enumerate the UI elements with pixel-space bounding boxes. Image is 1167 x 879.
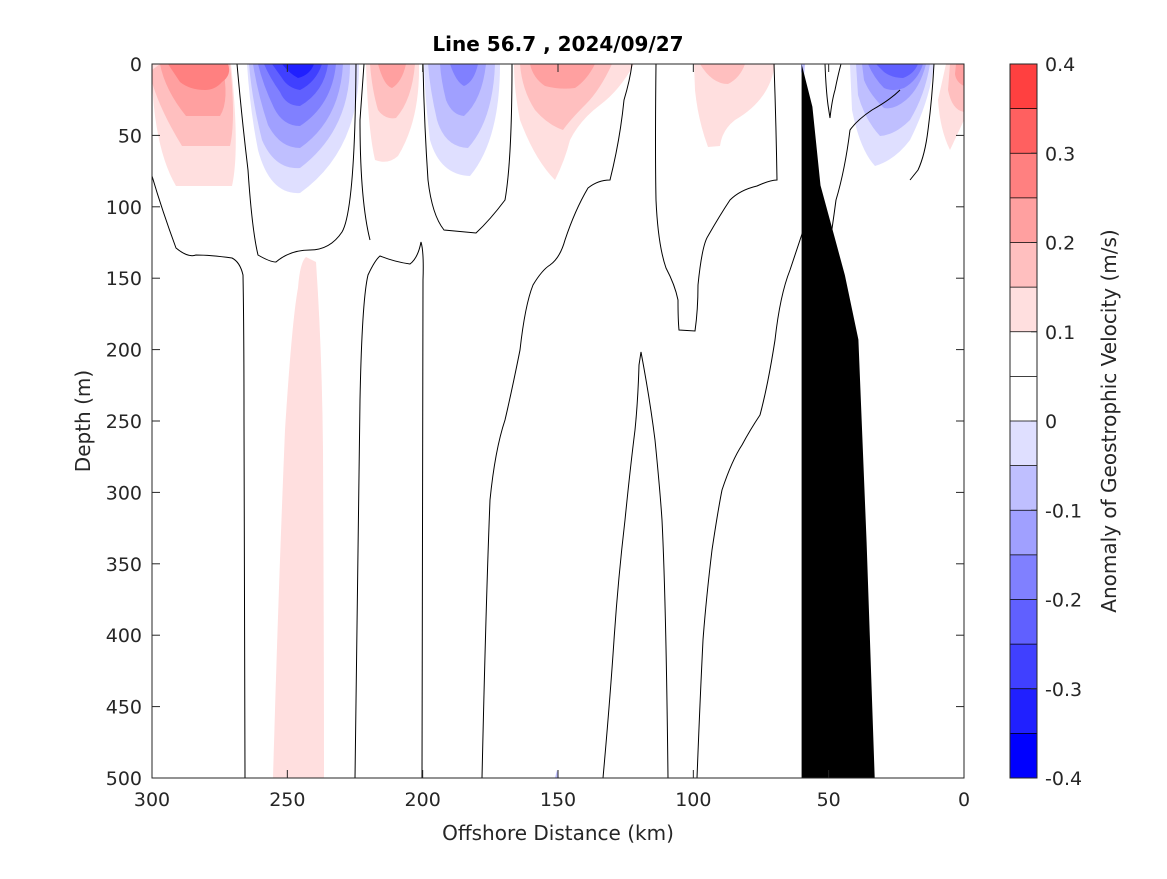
x-tick-label: 250 bbox=[269, 789, 305, 811]
contour-fill-pos-93-l1 bbox=[694, 64, 775, 147]
contour-fill-neg-245-l7 bbox=[282, 64, 314, 78]
colorbar-tick-label: -0.4 bbox=[1045, 768, 1082, 790]
colorbar-band bbox=[1010, 733, 1037, 778]
contour-fill-pos-213-l3 bbox=[378, 64, 406, 88]
plot-area bbox=[152, 64, 964, 778]
colorbar-tick-label: 0.3 bbox=[1045, 143, 1075, 165]
contour-fills bbox=[152, 64, 964, 778]
zero-contour-10 bbox=[824, 64, 842, 119]
contour-fill-pos-280-l4 bbox=[168, 64, 230, 90]
x-tick-label: 50 bbox=[817, 789, 841, 811]
y-tick-label: 100 bbox=[106, 197, 142, 219]
colorbar-band bbox=[1010, 287, 1037, 332]
zero-contour-7 bbox=[602, 351, 669, 778]
colorbar-band bbox=[1010, 242, 1037, 288]
y-tick-label: 500 bbox=[106, 768, 142, 790]
contour-fill-pos-213-l2 bbox=[370, 64, 415, 119]
y-tick-label: 450 bbox=[106, 697, 142, 719]
zero-contour-9 bbox=[696, 89, 901, 778]
zero-contour-6 bbox=[481, 64, 633, 778]
y-tick-label: 200 bbox=[106, 340, 142, 362]
zero-contour-1 bbox=[152, 175, 246, 778]
colorbar-tick-label: 0.1 bbox=[1045, 322, 1075, 344]
colorbar-band bbox=[1010, 331, 1037, 377]
contour-fill-pos-5-l3 bbox=[955, 64, 964, 86]
colorbar-band bbox=[1010, 688, 1037, 734]
x-tick-label: 150 bbox=[540, 789, 576, 811]
colorbar-band bbox=[1010, 108, 1037, 154]
x-tick-label: 100 bbox=[675, 789, 711, 811]
x-axis-ticks: 300 250 200 150 100 50 0 bbox=[134, 64, 970, 811]
colorbar-band bbox=[1010, 421, 1037, 466]
colorbar-band bbox=[1010, 599, 1037, 645]
zero-contour-5 bbox=[422, 64, 513, 234]
contour-fill-deep-pos bbox=[273, 257, 324, 778]
colorbar-tick-label: 0.2 bbox=[1045, 233, 1075, 255]
contour-fill-neg-184-l4 bbox=[450, 64, 478, 86]
x-tick-label: 0 bbox=[958, 789, 970, 811]
y-axis-label: Depth (m) bbox=[71, 370, 95, 472]
contour-fill-pos-93-l2 bbox=[700, 64, 745, 84]
colorbar-band bbox=[1010, 465, 1037, 511]
zero-contour-2 bbox=[236, 64, 357, 263]
colorbar-band bbox=[1010, 644, 1037, 689]
contour-fill-pos-150-l3 bbox=[530, 64, 595, 89]
colorbar-tick-label: -0.1 bbox=[1045, 500, 1082, 522]
colorbar-band bbox=[1010, 197, 1037, 243]
bathymetry-seafloor bbox=[801, 64, 875, 778]
zero-contour-lines bbox=[152, 64, 935, 778]
y-tick-label: 350 bbox=[106, 554, 142, 576]
zero-contour-3 bbox=[354, 241, 424, 778]
colorbar-band bbox=[1010, 153, 1037, 198]
x-tick-label: 300 bbox=[134, 789, 170, 811]
y-tick-label: 50 bbox=[118, 125, 142, 147]
zero-contour-12 bbox=[909, 64, 935, 181]
x-tick-label: 200 bbox=[405, 789, 441, 811]
chart-title: Line 56.7 , 2024/09/27 bbox=[432, 32, 683, 56]
x-axis-label: Offshore Distance (km) bbox=[442, 821, 674, 845]
y-tick-label: 250 bbox=[106, 411, 142, 433]
zero-contour-4 bbox=[359, 64, 371, 241]
colorbar-band bbox=[1010, 64, 1037, 109]
y-tick-label: 150 bbox=[106, 268, 142, 290]
y-tick-label: 0 bbox=[130, 54, 142, 76]
contour-fill-neg-23-l5 bbox=[876, 64, 918, 78]
colorbar-label: Anomaly of Geostrophic Velocity (m/s) bbox=[1097, 229, 1121, 612]
colorbar: -0.4 -0.3 -0.2 -0.1 0 0.1 0.2 0.3 0.4 bbox=[1009, 54, 1082, 790]
colorbar-band bbox=[1010, 376, 1037, 421]
colorbar-tick-label: -0.3 bbox=[1045, 679, 1082, 701]
colorbar-tick-label: 0 bbox=[1045, 411, 1057, 433]
zero-contour-8 bbox=[655, 64, 778, 332]
y-axis-ticks: 0 50 100 150 200 250 300 350 400 450 500 bbox=[106, 54, 964, 790]
colorbar-tick-label: 0.4 bbox=[1045, 54, 1075, 76]
y-tick-label: 400 bbox=[106, 625, 142, 647]
colorbar-tick-label: -0.2 bbox=[1045, 590, 1082, 612]
y-tick-label: 300 bbox=[106, 482, 142, 504]
colorbar-band bbox=[1010, 510, 1037, 555]
colorbar-band bbox=[1010, 554, 1037, 600]
contour-fill-neg-184-l3 bbox=[440, 64, 486, 116]
